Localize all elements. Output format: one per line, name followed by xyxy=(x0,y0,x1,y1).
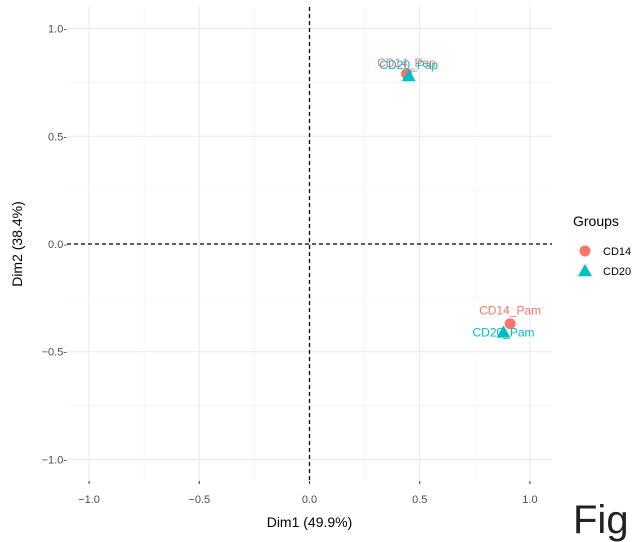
x-tick-label: −1.0 xyxy=(78,494,100,506)
x-tick-label: 1.0 xyxy=(522,494,537,506)
y-tick-label: 1.0‐ xyxy=(48,24,67,36)
y-tick-label: −0.5‐ xyxy=(42,347,68,359)
legend-title: Groups xyxy=(573,213,619,229)
y-axis-title: Dim2 (38.4%) xyxy=(9,201,25,287)
y-tick-label: 0.5‐ xyxy=(48,131,67,143)
y-tick-label: −1.0‐ xyxy=(42,454,68,466)
figure-caption-fragment: Fig xyxy=(573,500,629,540)
x-tick-label: 0.0 xyxy=(302,494,317,506)
legend-key-cd20 xyxy=(578,264,592,276)
legend-key-cd14 xyxy=(580,246,591,257)
legend-label-cd20: CD20 xyxy=(603,266,631,278)
y-tick-label: 0.0‐ xyxy=(48,239,67,251)
legend-label-cd14: CD14 xyxy=(603,246,631,258)
point-label: CD14_Pam xyxy=(479,304,541,318)
point-label: CD20_Pam xyxy=(472,325,534,339)
point-label: CD20_Pap xyxy=(379,58,438,72)
x-tick-label: 0.5 xyxy=(412,494,427,506)
x-axis-title: Dim1 (49.9%) xyxy=(267,514,353,530)
x-tick-label: −0.5 xyxy=(188,494,210,506)
